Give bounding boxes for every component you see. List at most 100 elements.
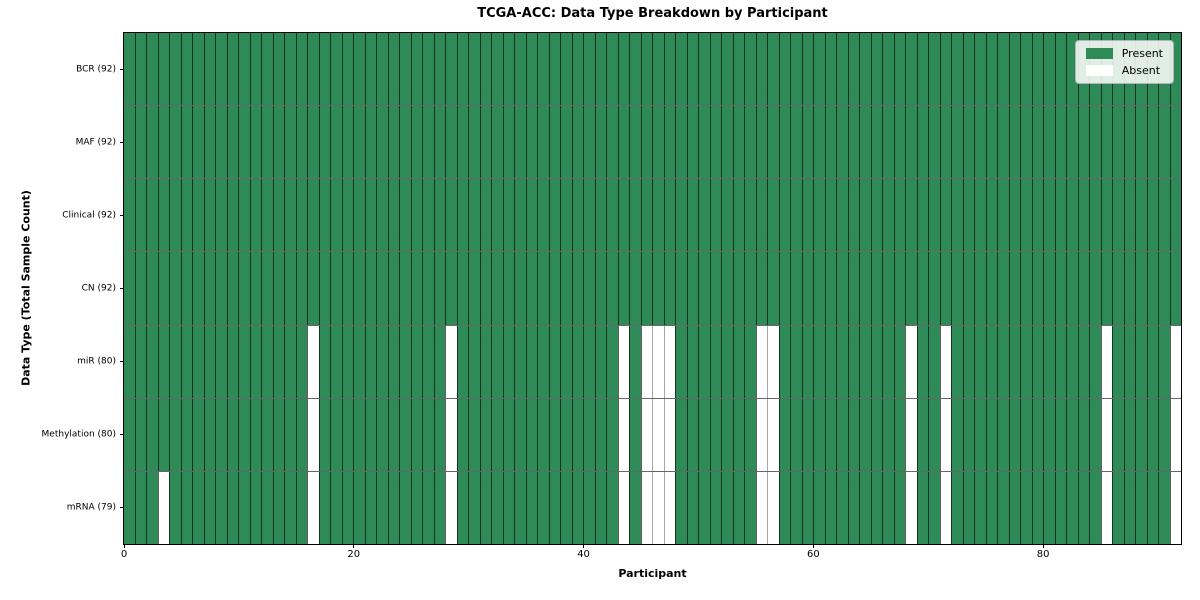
heatmap-cell [215,106,227,179]
heatmap-cell [583,471,595,544]
x-tick-label: 20 [347,549,361,560]
heatmap-cell [571,33,583,106]
heatmap-cell [341,179,353,252]
heatmap-cell [364,398,376,471]
heatmap-cell [525,179,537,252]
heatmap-cell [859,398,871,471]
heatmap-cell [675,106,687,179]
heatmap-cell [215,179,227,252]
heatmap-cell [1066,398,1078,471]
heatmap-cell [157,33,169,106]
heatmap-cell [652,398,664,471]
x-tick-mark [353,544,355,548]
heatmap-cell [744,325,756,398]
heatmap-cell [732,325,744,398]
heatmap-cell [468,325,480,398]
heatmap-cell [548,471,560,544]
heatmap-cell [330,398,342,471]
heatmap-cell [583,33,595,106]
heatmap-cell [169,471,181,544]
heatmap-cell [640,179,652,252]
heatmap-cell [433,471,445,544]
heatmap-cell [295,106,307,179]
heatmap-cell [445,106,457,179]
heatmap-cell [813,179,825,252]
heatmap-cell [640,252,652,325]
heatmap-cell [514,325,526,398]
heatmap-cell [146,398,158,471]
heatmap-cell [376,325,388,398]
heatmap-cell [870,398,882,471]
heatmap-cell [801,398,813,471]
y-tick-label: CN (92) [81,283,116,293]
heatmap-cell [698,325,710,398]
heatmap-cell [629,252,641,325]
heatmap-cell [974,179,986,252]
heatmap-cell [916,398,928,471]
heatmap-cell [353,179,365,252]
heatmap-cell [951,325,963,398]
heatmap-cell [169,179,181,252]
heatmap-cell [537,33,549,106]
heatmap-cell [836,106,848,179]
heatmap-cell [813,252,825,325]
heatmap-cell [744,471,756,544]
heatmap-cell [709,33,721,106]
heatmap-cell [203,252,215,325]
heatmap-cell [410,398,422,471]
y-tick-mark [120,142,124,143]
heatmap-cell [893,325,905,398]
heatmap-cell [387,325,399,398]
heatmap-cell [1135,471,1147,544]
heatmap-cell [905,325,917,398]
heatmap-cell [180,252,192,325]
heatmap-cell [249,179,261,252]
heatmap-cell [134,471,146,544]
heatmap-cell [675,252,687,325]
heatmap-cell [124,33,135,106]
heatmap-cell [433,325,445,398]
heatmap-cell [525,398,537,471]
heatmap-row [124,470,1181,544]
heatmap-cell [1089,471,1101,544]
heatmap-cell [226,252,238,325]
heatmap-cell [479,252,491,325]
heatmap-cell [916,33,928,106]
heatmap-cell [341,252,353,325]
heatmap-cell [1100,252,1112,325]
heatmap-cell [663,325,675,398]
heatmap-cell [675,33,687,106]
heatmap-cell [318,252,330,325]
heatmap-cell [939,471,951,544]
heatmap-cell [1008,325,1020,398]
heatmap-cell [330,106,342,179]
heatmap-cell [226,33,238,106]
heatmap-cell [755,252,767,325]
heatmap-cell [502,471,514,544]
heatmap-cell [203,471,215,544]
heatmap-cell [1112,325,1124,398]
heatmap-cell [295,471,307,544]
heatmap-cell [686,179,698,252]
heatmap-cell [594,252,606,325]
heatmap-cell [514,106,526,179]
heatmap-cell [778,252,790,325]
heatmap-cell [652,471,664,544]
heatmap-cell [824,179,836,252]
heatmap-cell [1135,398,1147,471]
heatmap-cell [824,33,836,106]
heatmap-cell [203,325,215,398]
heatmap-cell [824,398,836,471]
heatmap-cell [755,398,767,471]
heatmap-cell [606,252,618,325]
heatmap-cell [1054,179,1066,252]
heatmap-cell [1146,106,1158,179]
heatmap-cell [721,179,733,252]
heatmap-cell [928,325,940,398]
heatmap-cell [353,325,365,398]
heatmap-cell [422,325,434,398]
heatmap-cell [479,179,491,252]
heatmap-cell [548,106,560,179]
heatmap-cell [180,33,192,106]
